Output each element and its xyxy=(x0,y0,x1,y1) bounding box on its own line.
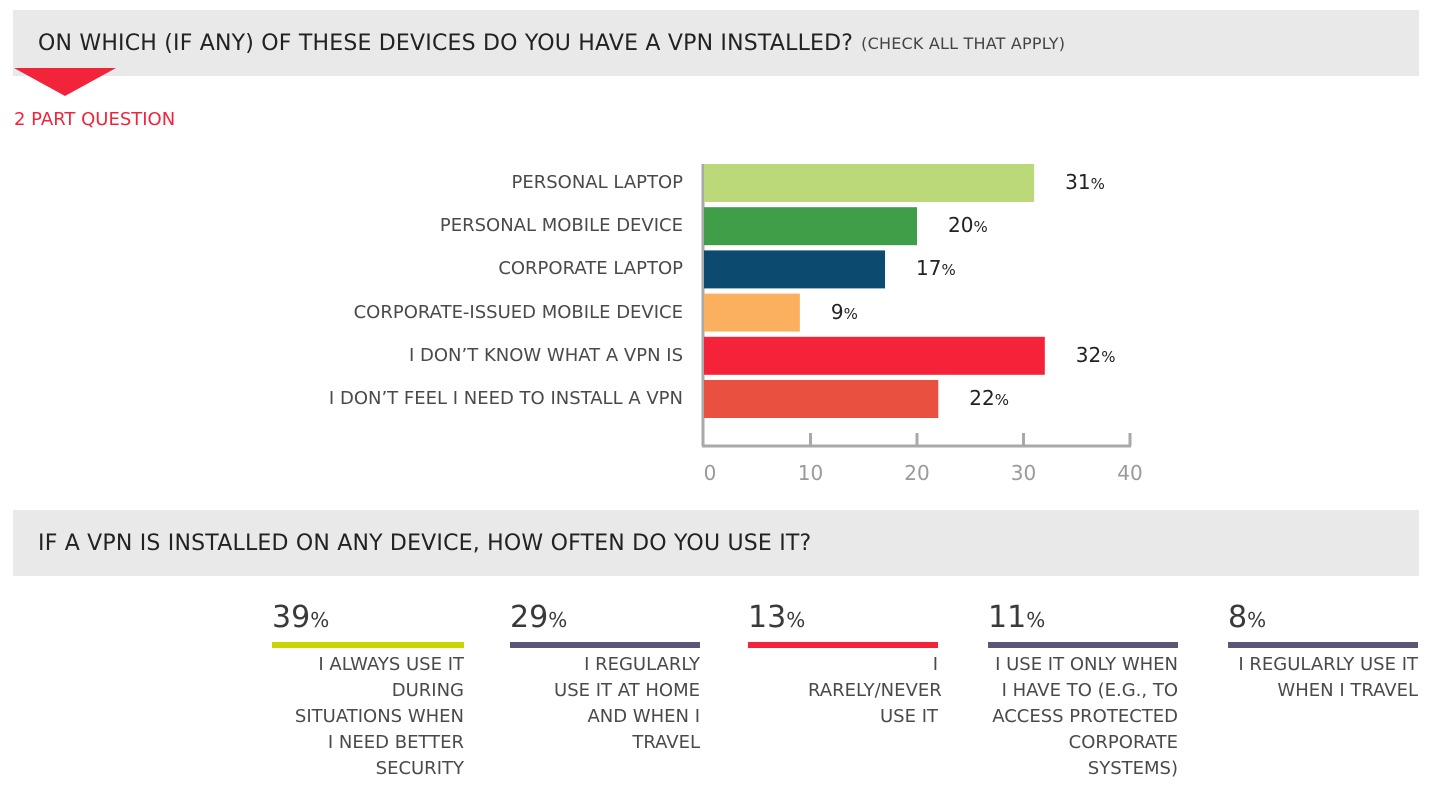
usage-stat-line xyxy=(510,642,700,648)
question-1-title-row: ON WHICH (IF ANY) OF THESE DEVICES DO YO… xyxy=(38,10,1065,76)
bar xyxy=(704,380,939,418)
question-2-banner: IF A VPN IS INSTALLED ON ANY DEVICE, HOW… xyxy=(13,510,1419,576)
bar xyxy=(704,336,1045,375)
usage-stat-label: I RARELY/NEVER USE IT xyxy=(808,654,942,727)
bar-value-label: 17% xyxy=(916,256,956,281)
x-axis-tick-label: 10 xyxy=(797,461,824,485)
bar-category-label: I DON’T KNOW WHAT A VPN IS xyxy=(408,344,683,366)
usage-stat-only-when: 11% I USE IT ONLY WHEN I HAVE TO (E.G., … xyxy=(988,598,1178,782)
bar-value-label: 9% xyxy=(830,299,858,324)
usage-stat-line xyxy=(272,642,464,648)
usage-stat-rarely: 13% I RARELY/NEVER USE IT xyxy=(748,598,942,730)
usage-stat-label: I REGULARLY USE IT AT HOME AND WHEN I TR… xyxy=(554,654,700,753)
bar-category-label: CORPORATE LAPTOP xyxy=(498,258,683,280)
question-1-subtitle: (CHECK ALL THAT APPLY) xyxy=(861,33,1066,53)
bar-value-label: 20% xyxy=(948,213,988,238)
bar xyxy=(704,250,886,289)
usage-stat-line xyxy=(1228,642,1418,648)
usage-stat-line xyxy=(748,642,938,648)
bar xyxy=(704,164,1035,202)
bar-category-label: CORPORATE-ISSUED MOBILE DEVICE xyxy=(353,301,683,323)
usage-stat-label: I ALWAYS USE IT DURING SITUATIONS WHEN I… xyxy=(294,654,464,779)
usage-stat-value: 39% xyxy=(272,600,330,635)
usage-stat-home-travel: 29% I REGULARLY USE IT AT HOME AND WHEN … xyxy=(510,598,700,756)
usage-stat-value: 13% xyxy=(748,600,806,635)
bar xyxy=(704,207,917,246)
x-axis-tick-label: 0 xyxy=(703,461,717,485)
x-axis-tick-label: 20 xyxy=(904,461,930,485)
usage-stat-label: I REGULARLY USE IT WHEN I TRAVEL xyxy=(1238,654,1418,701)
bar-category-label: I DON’T FEEL I NEED TO INSTALL A VPN xyxy=(328,388,683,409)
usage-stat-travel: 8% I REGULARLY USE IT WHEN I TRAVEL xyxy=(1228,598,1418,704)
bar-value-label: 32% xyxy=(1075,342,1116,367)
question-1-banner: ON WHICH (IF ANY) OF THESE DEVICES DO YO… xyxy=(13,10,1419,76)
bar-chart-plot xyxy=(701,164,1132,448)
part-question-note: 2 PART QUESTION xyxy=(14,109,176,130)
x-axis-tick-label: 40 xyxy=(1117,461,1143,485)
pointer-triangle-icon xyxy=(14,68,116,96)
usage-stat-value: 11% xyxy=(988,600,1046,635)
usage-stat-always: 39% I ALWAYS USE IT DURING SITUATIONS WH… xyxy=(272,598,464,782)
bar xyxy=(704,293,800,332)
bar-value-label: 31% xyxy=(1065,170,1105,194)
x-axis-tick-label: 30 xyxy=(1010,461,1037,485)
usage-stat-line xyxy=(988,642,1178,648)
bar-category-label: PERSONAL LAPTOP xyxy=(511,172,683,193)
usage-stat-value: 8% xyxy=(1228,600,1267,635)
usage-stat-value: 29% xyxy=(510,600,568,635)
bar-category-label: PERSONAL MOBILE DEVICE xyxy=(439,215,683,237)
bar-value-label: 22% xyxy=(969,386,1010,410)
question-2-title: IF A VPN IS INSTALLED ON ANY DEVICE, HOW… xyxy=(38,530,812,556)
usage-stat-label: I USE IT ONLY WHEN I HAVE TO (E.G., TO A… xyxy=(992,654,1178,779)
question-1-title: ON WHICH (IF ANY) OF THESE DEVICES DO YO… xyxy=(38,30,854,56)
